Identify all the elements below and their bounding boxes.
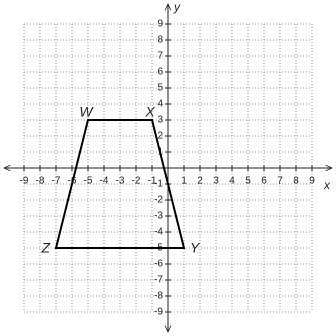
vertex-label: W xyxy=(79,104,94,120)
y-tick-label: 3 xyxy=(157,115,163,126)
x-tick-label: 6 xyxy=(261,176,267,187)
y-tick-label: 5 xyxy=(157,83,163,94)
x-tick-label: 2 xyxy=(197,176,203,187)
y-tick-label: 4 xyxy=(157,99,163,110)
x-axis-label: x xyxy=(323,178,331,192)
x-tick-label: -3 xyxy=(116,176,125,187)
x-tick-label: 7 xyxy=(277,176,283,187)
polygon xyxy=(54,119,186,249)
vertex-label: Z xyxy=(40,240,50,256)
x-tick-label: 3 xyxy=(213,176,219,187)
x-tick-label: 4 xyxy=(229,176,235,187)
x-tick-label: -9 xyxy=(20,176,29,187)
y-tick-label: -6 xyxy=(154,259,163,270)
x-tick-label: 9 xyxy=(309,176,315,187)
y-tick-label: 9 xyxy=(157,19,163,30)
y-tick-label: 6 xyxy=(157,67,163,78)
y-tick-label: -7 xyxy=(154,275,163,286)
x-tick-label: 1 xyxy=(181,176,187,187)
y-tick-label: 2 xyxy=(157,131,163,142)
vertex-label: Y xyxy=(190,240,201,256)
x-tick-label: 8 xyxy=(293,176,299,187)
y-tick-label: -4 xyxy=(154,227,163,238)
x-tick-label: -2 xyxy=(132,176,141,187)
y-tick-label: -8 xyxy=(154,291,163,302)
x-tick-label: -4 xyxy=(100,176,109,187)
vertex-label: X xyxy=(144,104,155,120)
y-axis-label: y xyxy=(173,0,181,14)
y-tick-label: -3 xyxy=(154,211,163,222)
x-tick-label: -7 xyxy=(52,176,61,187)
y-tick-label: -9 xyxy=(154,307,163,318)
y-tick-label: -2 xyxy=(154,195,163,206)
x-tick-label: 5 xyxy=(245,176,251,187)
x-tick-label: -5 xyxy=(84,176,93,187)
x-tick-label: -8 xyxy=(36,176,45,187)
x-tick-label: -1 xyxy=(148,176,157,187)
y-tick-label: -1 xyxy=(154,179,163,190)
y-tick-label: 7 xyxy=(157,51,163,62)
y-tick-label: 8 xyxy=(157,35,163,46)
